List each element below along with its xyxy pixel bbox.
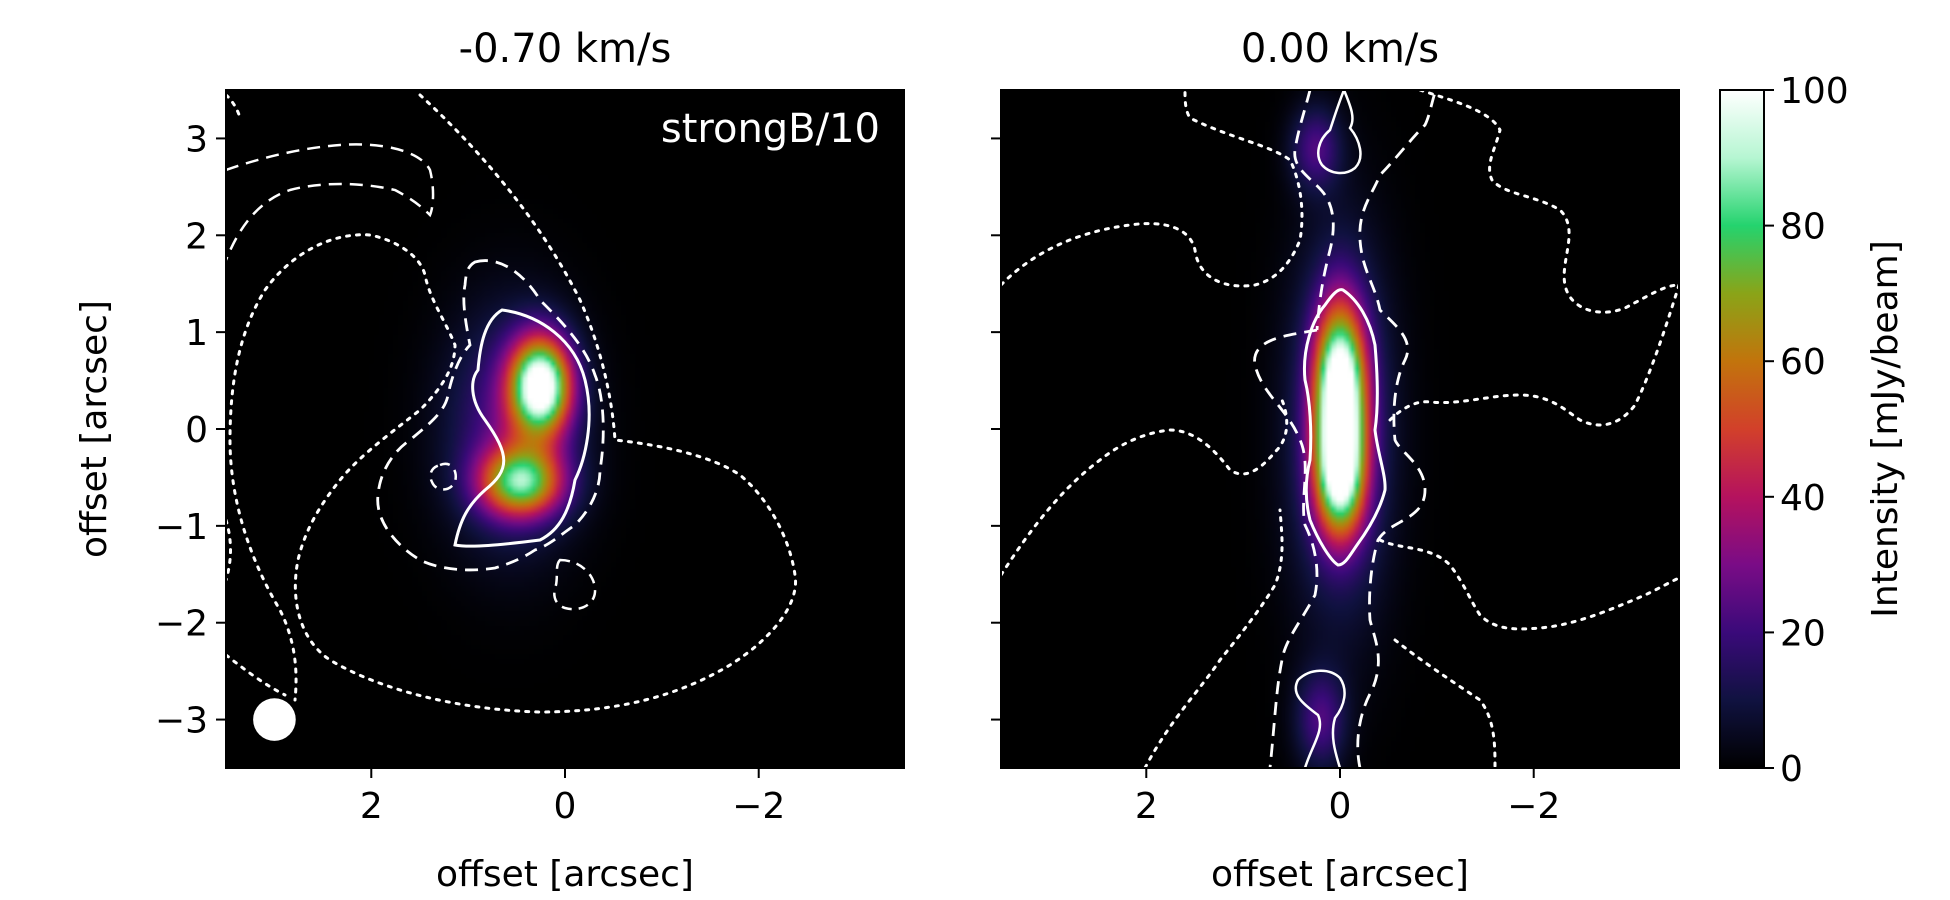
panel-right-map <box>1001 90 1679 768</box>
panel-right-title: 0.00 km/s <box>1241 26 1439 72</box>
colorbar-ticks: 0 20 40 60 80 100 <box>1764 71 1849 790</box>
colorbar-label: Intensity [mJy/beam] <box>1865 240 1906 617</box>
model-annotation: strongB/10 <box>661 106 880 152</box>
contour-solid-right <box>1302 288 1387 567</box>
colorbar-tick-label: 100 <box>1780 71 1849 112</box>
panel-left-ylabel: offset [arcsec] <box>74 300 115 558</box>
contour-dotted-lower-right-right <box>1378 538 1679 631</box>
contour-dashed-right <box>1253 90 1438 768</box>
intensity-map-left <box>226 90 904 768</box>
contour-dotted-left-right <box>1001 398 1289 577</box>
colorbar-tick-label: 60 <box>1780 342 1826 383</box>
panel-left-map <box>226 90 904 768</box>
panel-left: -0.70 km/s strongB/10 2 0 −2 3 2 1 0 −1 −2 −3 off… <box>74 26 905 895</box>
colorbar: 0 20 40 60 80 100 Intensity [mJy/beam] <box>1719 71 1906 790</box>
contour-dotted-upper-left-right <box>1001 90 1304 288</box>
x-tick-label: 2 <box>1135 786 1158 827</box>
x-tick-label: 0 <box>554 786 577 827</box>
contours-right <box>1001 90 1679 768</box>
panel-right-ticks: 2 0 −2 <box>991 137 1560 827</box>
contour-solid-top-right <box>1317 90 1362 175</box>
x-tick-label: 2 <box>360 786 383 827</box>
contour-dashed-small-left <box>429 462 457 491</box>
panel-left-ticks: 2 0 −2 3 2 1 0 −1 −2 −3 <box>155 119 785 827</box>
contours-left <box>226 93 798 714</box>
contour-dotted-upper-right-right <box>1418 90 1679 314</box>
y-tick-label: −1 <box>155 507 208 548</box>
contour-solid-left <box>453 308 591 548</box>
contour-dashed-arc-left <box>226 143 435 261</box>
x-tick-label: −2 <box>732 786 785 827</box>
contour-dotted-right-right <box>1388 283 1679 427</box>
beam-ellipse <box>253 698 296 741</box>
contour-dotted-outer-left <box>228 93 798 714</box>
contour-dotted-bottom-right-right <box>1393 638 1497 768</box>
colorbar-tick-label: 20 <box>1780 613 1826 654</box>
x-tick-label: 0 <box>1329 786 1352 827</box>
x-tick-label: −2 <box>1507 786 1560 827</box>
colorbar-gradient <box>1720 90 1764 768</box>
contour-dotted-lower-left-right <box>1143 508 1284 768</box>
y-tick-label: −2 <box>155 604 208 645</box>
panel-right: 0.00 km/s 2 0 −2 offset [arcsec] <box>991 26 1680 895</box>
contour-dotted-left-edge <box>226 518 232 582</box>
panel-left-xlabel: offset [arcsec] <box>436 854 694 895</box>
y-tick-label: 0 <box>185 410 208 451</box>
colorbar-tick-label: 40 <box>1780 478 1826 519</box>
y-tick-label: 1 <box>185 313 208 354</box>
panel-right-xlabel: offset [arcsec] <box>1211 854 1469 895</box>
panel-left-title: -0.70 km/s <box>459 26 672 72</box>
y-tick-label: −3 <box>155 701 208 742</box>
contour-solid-bottom-right <box>1294 669 1346 768</box>
colorbar-tick-label: 80 <box>1780 207 1826 248</box>
contour-dashed-left <box>376 259 605 572</box>
intensity-map-right <box>1001 90 1679 768</box>
colorbar-frame <box>1719 89 1765 769</box>
contour-dotted-corner-left <box>226 93 242 120</box>
y-tick-label: 3 <box>185 119 208 160</box>
y-tick-label: 2 <box>185 216 208 257</box>
colorbar-tick-label: 0 <box>1780 749 1803 790</box>
contour-dashed-blob-left <box>553 558 597 611</box>
